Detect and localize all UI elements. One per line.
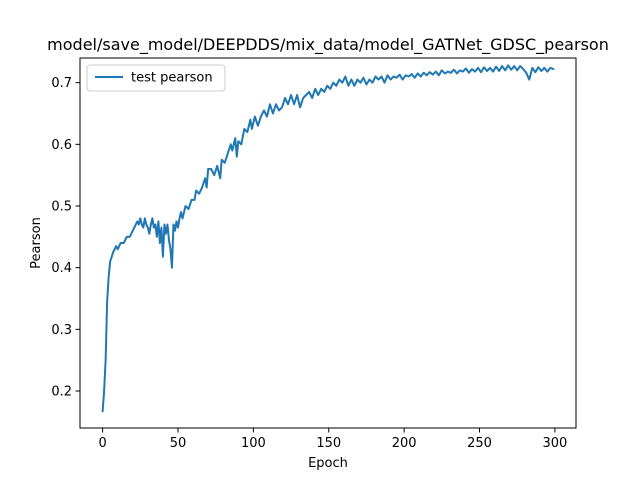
x-tick-label: 200 — [392, 436, 417, 451]
x-axis-label: Epoch — [308, 456, 348, 471]
y-axis-label: Pearson — [29, 217, 44, 269]
x-tick-label: 150 — [316, 436, 341, 451]
legend-label-test-pearson: test pearson — [131, 71, 213, 86]
y-tick-label: 0.7 — [51, 76, 72, 91]
x-tick-label: 300 — [542, 436, 567, 451]
chart-title: model/save_model/DEEPDDS/mix_data/model_… — [47, 35, 609, 55]
y-tick-label: 0.5 — [51, 200, 72, 215]
x-tick-label: 250 — [467, 436, 492, 451]
x-axis-ticks: 0 50 100 150 200 250 300 — [98, 428, 567, 451]
y-tick-label: 0.2 — [51, 385, 72, 400]
plot-area — [101, 64, 555, 413]
y-tick-label: 0.6 — [51, 138, 72, 153]
x-tick-label: 0 — [98, 436, 106, 451]
legend: test pearson — [86, 64, 226, 92]
axes-frame — [79, 57, 577, 429]
x-tick-label: 50 — [170, 436, 187, 451]
series-line-test-pearson — [101, 64, 555, 413]
y-tick-label: 0.4 — [51, 261, 72, 276]
y-axis-ticks: 0.2 0.3 0.4 0.5 0.6 0.7 — [51, 76, 80, 400]
y-tick-label: 0.3 — [51, 323, 72, 338]
legend-box — [86, 64, 226, 92]
x-tick-label: 100 — [241, 436, 266, 451]
